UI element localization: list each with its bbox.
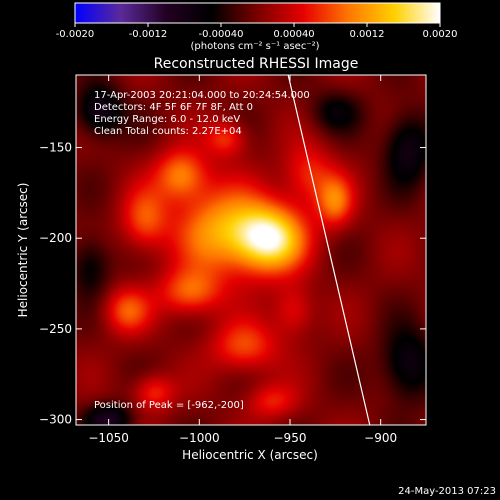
x-tick-label: −1000 [179, 431, 220, 445]
detectors-annotation: Detectors: 4F 5F 6F 7F 8F, Att 0 [94, 102, 253, 113]
y-tick-label: −300 [39, 413, 72, 427]
colorbar-frame [74, 2, 441, 24]
colorbar-tick-label: -0.0012 [129, 29, 168, 40]
colorbar-tick-label: -0.00040 [199, 29, 244, 40]
plot-frame [75, 74, 427, 426]
heatmap-image [76, 75, 426, 425]
x-tick-label: −950 [274, 431, 307, 445]
x-axis-label: Heliocentric X (arcsec) [182, 448, 318, 462]
peak-position-annotation: Position of Peak = [-962,-200] [94, 400, 244, 411]
energy-range-annotation: Energy Range: 6.0 - 12.0 keV [94, 114, 240, 125]
colorbar-tick-label: -0.0020 [56, 29, 95, 40]
time-range-annotation: 17-Apr-2003 20:21:04.000 to 20:24:54.000 [94, 90, 310, 101]
colorbar-tick-label: 0.00040 [273, 29, 314, 40]
x-axis-ticks: −1050 −1000 −950 −900 [88, 75, 397, 445]
colorbar: -0.0020 -0.0012 -0.00040 0.00040 0.0012 0.002… [56, 2, 458, 52]
colorbar-unit-label: (photons cm⁻² s⁻¹ asec⁻²) [190, 41, 319, 52]
footer-timestamp: 24-May-2013 07:23 [398, 486, 496, 497]
x-tick-label: −900 [364, 431, 397, 445]
plot-area [75, 74, 427, 426]
chart-title: Reconstructed RHESSI Image [154, 56, 359, 72]
info-annotations: 17-Apr-2003 20:21:04.000 to 20:24:54.000… [94, 90, 310, 411]
colorbar-ticks: -0.0020 -0.0012 -0.00040 0.00040 0.0012 0.002… [56, 23, 458, 40]
solar-limb-line [287, 74, 371, 426]
colorbar-tick-label: 0.0012 [350, 29, 385, 40]
x-tick-label: −1050 [88, 431, 129, 445]
colorbar-fill [75, 3, 440, 23]
y-tick-label: −200 [39, 231, 72, 245]
y-axis-label: Heliocentric Y (arcsec) [16, 183, 30, 318]
clean-counts-annotation: Clean Total counts: 2.27E+04 [94, 126, 242, 137]
colorbar-tick-label: 0.0020 [423, 29, 458, 40]
y-tick-label: −150 [39, 141, 72, 155]
y-axis-ticks: −150 −200 −250 −300 [39, 141, 426, 427]
y-tick-label: −250 [39, 322, 72, 336]
